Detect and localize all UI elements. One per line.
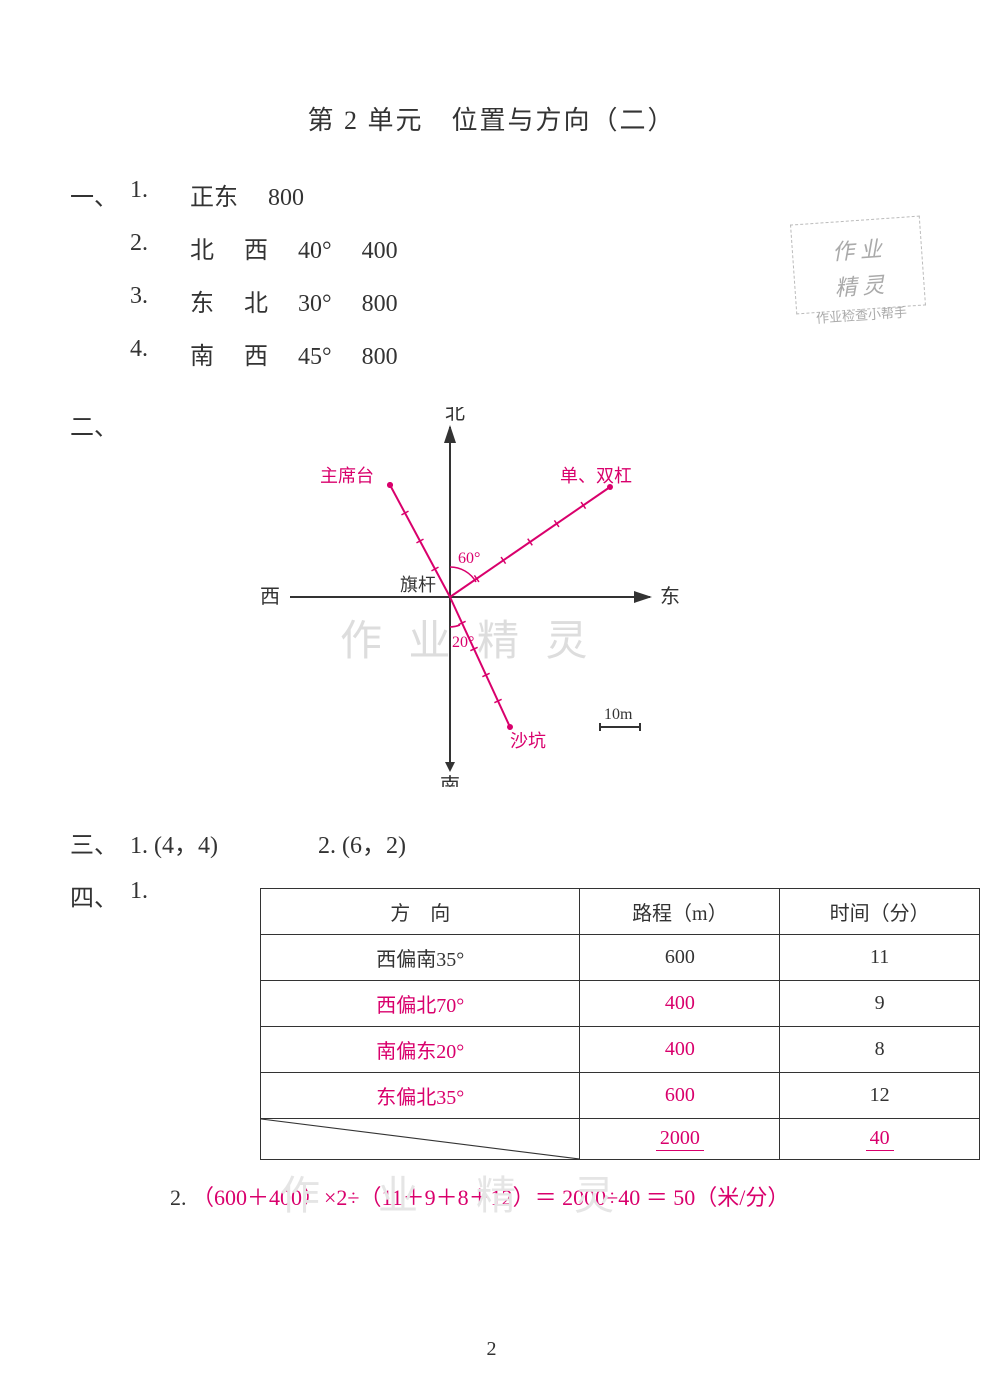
table-cell: 南偏东20° (261, 1027, 580, 1073)
sec1-answer-item: 400 (362, 238, 398, 264)
sec1-row-num: 1. (130, 177, 160, 212)
table-cell: 12 (780, 1073, 980, 1119)
page-title: 第 2 单元 位置与方向（二） (70, 100, 913, 137)
sec1-answer-item: 西 (244, 238, 268, 264)
section-1-label: 一、 (70, 177, 130, 212)
section-1: 一、 1.正东8002.北西40°4003.东北30°8004.南西45°800 (70, 177, 913, 389)
sec1-answer-item: 正东 (190, 185, 238, 211)
table-cell: 11 (780, 935, 980, 981)
sec3-text-1: (4，4) (154, 833, 218, 859)
stamp-line1: 作 业 (792, 229, 922, 270)
table-cell: 8 (780, 1027, 980, 1073)
sec1-row: 4. 南 西 45° 800 (130, 336, 913, 371)
table-header: 时间（分） (780, 889, 980, 935)
diagram-svg: 北南 东 西 旗杆 主席台 单、双杠沙坑 60° 20° 10m (190, 407, 690, 787)
svg-text:沙坑: 沙坑 (510, 731, 546, 751)
svg-text:10m: 10m (604, 706, 633, 723)
sec1-answer-item: 40° (298, 238, 332, 264)
sec1-row-num: 4. (130, 336, 160, 371)
sec1-answer-item: 南 (190, 344, 214, 370)
sec3-num-1: 1. (130, 833, 148, 859)
svg-text:单、双杠: 单、双杠 (560, 466, 632, 486)
sec1-row-items: 南 西 45° 800 (190, 336, 428, 371)
table-cell: 东偏北35° (261, 1073, 580, 1119)
svg-text:旗杆: 旗杆 (400, 575, 436, 595)
sec1-answer-item: 北 (244, 291, 268, 317)
section-4: 四、 1. 方 向路程（m）时间（分）西偏南35°60011西偏北70°4009… (70, 878, 913, 1212)
table-cell: 600 (580, 935, 780, 981)
direction-table: 方 向路程（m）时间（分）西偏南35°60011西偏北70°4009南偏东20°… (260, 888, 980, 1160)
table-cell: 西偏北70° (261, 981, 580, 1027)
sec4-formula: （600＋400）×2÷（11＋9＋8＋12）＝ 2000÷40 ＝ 50（米/… (192, 1185, 789, 1210)
svg-text:北: 北 (445, 407, 465, 424)
table-sum-row: 200040 (261, 1119, 980, 1160)
table-diag-cell (261, 1119, 580, 1160)
table-row: 南偏东20°4008 (261, 1027, 980, 1073)
table-row: 西偏北70°4009 (261, 981, 980, 1027)
table-header: 路程（m） (580, 889, 780, 935)
table-row: 西偏南35°60011 (261, 935, 980, 981)
sec4-num2: 2. (170, 1185, 187, 1210)
table-cell: 400 (580, 1027, 780, 1073)
sec1-answer-item: 西 (244, 344, 268, 370)
section-2-label: 二、 (70, 407, 130, 442)
sec1-row: 1. 正东 800 (130, 177, 913, 212)
section-3: 三、 1. (4，4) 2. (6，2) (70, 825, 913, 860)
sec3-item-1: 1. (4，4) (130, 825, 218, 860)
sec1-answer-item: 800 (362, 344, 398, 370)
svg-text:20°: 20° (452, 634, 474, 651)
stamp-line2: 精 灵 (794, 265, 924, 306)
sec3-item-2: 2. (6，2) (318, 825, 406, 860)
svg-text:西: 西 (260, 586, 280, 608)
table-cell: 9 (780, 981, 980, 1027)
svg-text:主席台: 主席台 (320, 466, 374, 486)
svg-text:东: 东 (660, 585, 680, 608)
compass-diagram: 北南东西旗杆主席台单、双杠沙坑60°20°10m 作 业 精 灵 (190, 407, 690, 787)
sec1-answer-item: 东 (190, 291, 214, 317)
table-sum-dist: 2000 (580, 1119, 780, 1160)
sec1-answer-item: 800 (362, 291, 398, 317)
table-cell: 400 (580, 981, 780, 1027)
section-4-label: 四、 (70, 878, 130, 913)
sec1-row-items: 北 西 40° 400 (190, 230, 428, 265)
sec1-answer-item: 北 (190, 238, 214, 264)
sec1-answer-item: 45° (298, 344, 332, 370)
sec1-row-items: 正东 800 (190, 177, 334, 212)
page-number: 2 (487, 1338, 497, 1361)
table-cell: 西偏南35° (261, 935, 580, 981)
sec3-text-2: (6，2) (342, 833, 406, 859)
sec1-row-items: 东 北 30° 800 (190, 283, 428, 318)
table-cell: 600 (580, 1073, 780, 1119)
sec1-row-num: 3. (130, 283, 160, 318)
section-3-label: 三、 (70, 825, 130, 860)
section-2: 二、 北南东西旗杆主席台单、双杠沙坑60°20°10m 作 业 精 灵 (70, 407, 913, 807)
sec4-num1: 1. (130, 878, 160, 905)
svg-text:南: 南 (440, 774, 460, 787)
table-header: 方 向 (261, 889, 580, 935)
sec3-num-2: 2. (318, 833, 336, 859)
table-sum-time: 40 (780, 1119, 980, 1160)
svg-text:60°: 60° (458, 550, 480, 567)
stamp: 作 业 精 灵 作业检查小帮手 (790, 216, 926, 315)
table-row: 东偏北35°60012 (261, 1073, 980, 1119)
sec4-formula-row: 2. （600＋400）×2÷（11＋9＋8＋12）＝ 2000÷40 ＝ 50… (170, 1180, 980, 1212)
sec1-answer-item: 800 (268, 185, 304, 211)
sec1-answer-item: 30° (298, 291, 332, 317)
sec1-row-num: 2. (130, 230, 160, 265)
